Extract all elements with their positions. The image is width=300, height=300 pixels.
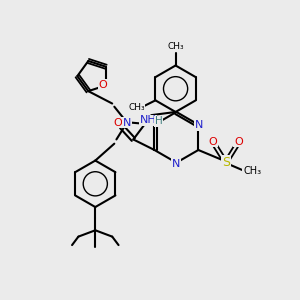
Text: O: O bbox=[234, 136, 243, 146]
Text: H: H bbox=[155, 116, 163, 127]
Text: CH₃: CH₃ bbox=[167, 42, 184, 51]
Text: N: N bbox=[172, 159, 181, 169]
Text: O: O bbox=[113, 118, 122, 128]
Text: N: N bbox=[195, 120, 204, 130]
Text: CH₃: CH₃ bbox=[128, 103, 145, 112]
Text: S: S bbox=[222, 156, 230, 169]
Text: O: O bbox=[209, 136, 218, 146]
Text: NH: NH bbox=[140, 116, 157, 125]
Text: CH₃: CH₃ bbox=[243, 166, 261, 176]
Text: N: N bbox=[123, 118, 131, 128]
Text: O: O bbox=[98, 80, 107, 90]
